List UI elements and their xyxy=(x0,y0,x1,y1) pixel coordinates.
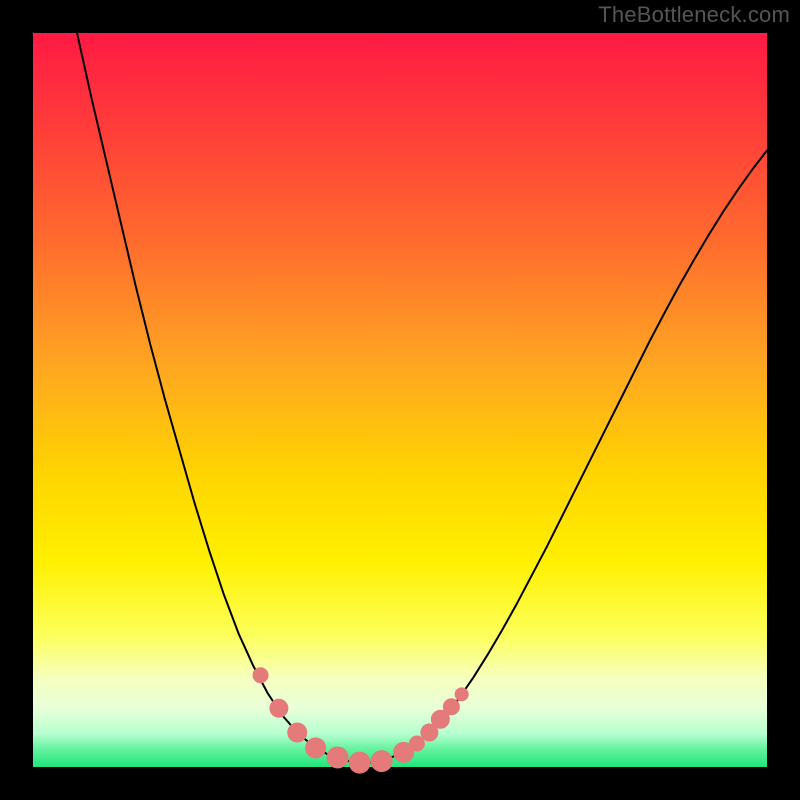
marker-point xyxy=(371,750,393,772)
watermark-text: TheBottleneck.com xyxy=(598,2,790,28)
marker-point xyxy=(349,752,371,774)
marker-point xyxy=(305,737,326,758)
marker-point xyxy=(443,698,460,715)
marker-point xyxy=(269,699,288,718)
marker-point xyxy=(253,667,269,683)
marker-point xyxy=(327,746,349,768)
plot-background xyxy=(33,33,767,767)
chart-frame: TheBottleneck.com xyxy=(0,0,800,800)
marker-point xyxy=(287,723,307,743)
chart-svg xyxy=(0,0,800,800)
marker-point xyxy=(455,687,469,701)
